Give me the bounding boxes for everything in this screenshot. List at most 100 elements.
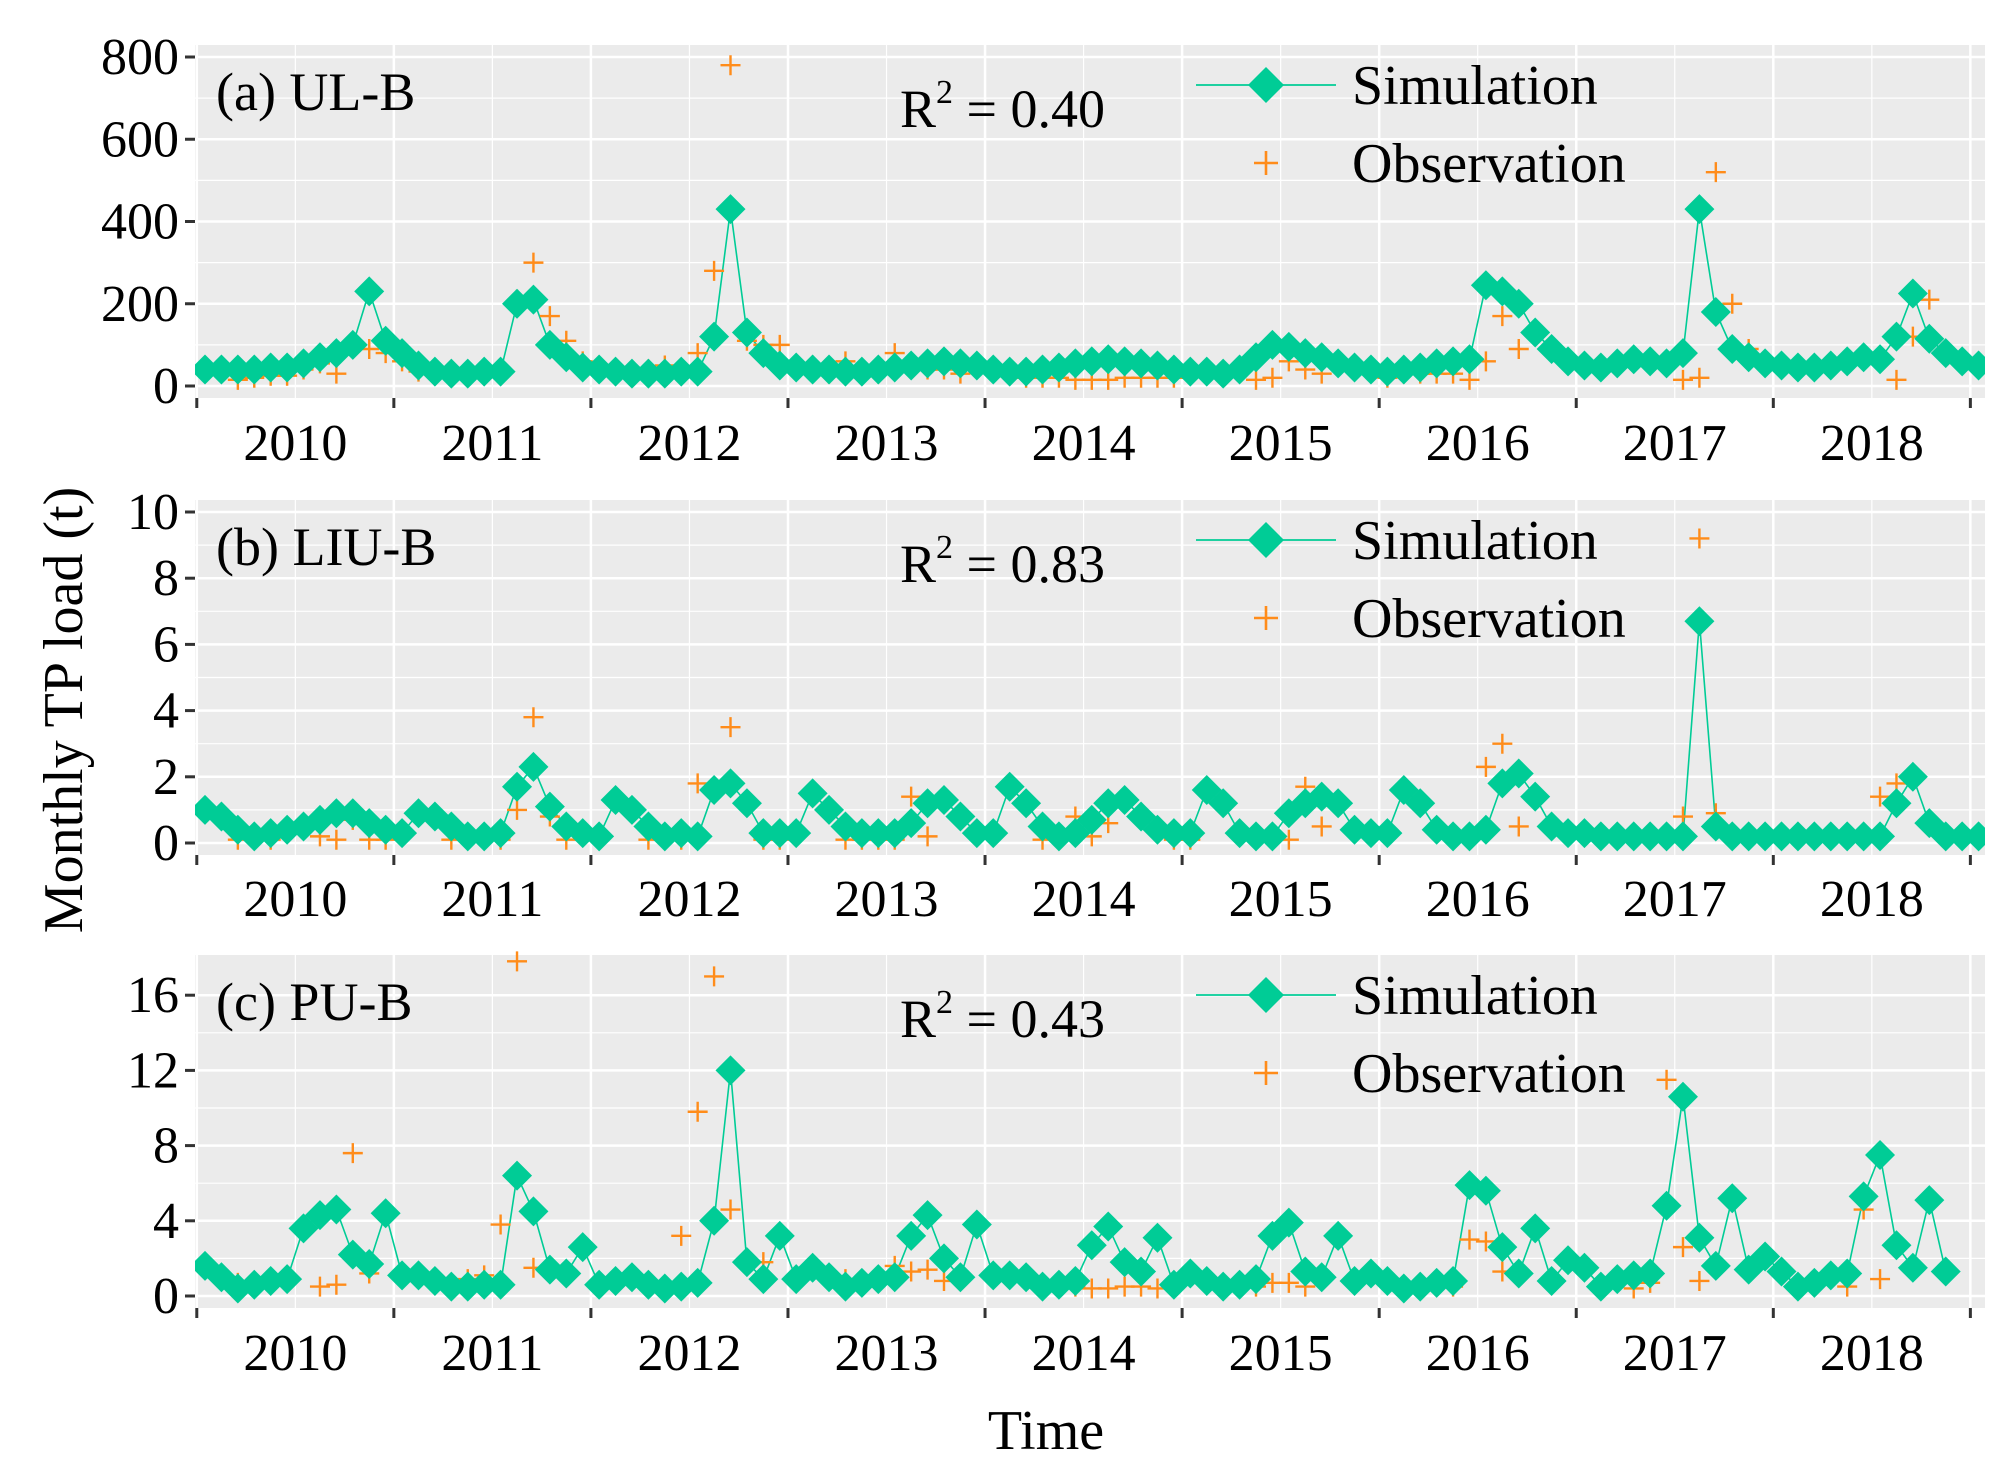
simulation-point [1585, 821, 1616, 852]
simulation-point [1520, 1213, 1551, 1244]
simulation-point [206, 354, 237, 385]
simulation-point [978, 818, 1009, 849]
simulation-point [1897, 761, 1928, 792]
simulation-point [1142, 1222, 1173, 1253]
simulation-point [1667, 821, 1698, 852]
simulation-point [195, 794, 220, 825]
panel-label: (a) UL-B [216, 62, 415, 122]
simulation-point [485, 356, 516, 387]
simulation-point [1487, 1232, 1518, 1263]
simulation-point [1503, 1258, 1534, 1289]
observation-point [1705, 162, 1726, 183]
simulation-point [1766, 1256, 1797, 1287]
legend: Simulation Observation [1196, 510, 1626, 650]
simulation-point [994, 771, 1025, 802]
observation-point [1508, 816, 1529, 837]
observation-point [1689, 528, 1710, 549]
simulation-point [272, 1264, 303, 1295]
r-squared-superscript: 2 [936, 529, 953, 566]
simulation-point [1700, 1250, 1731, 1281]
simulation-point [616, 358, 647, 389]
simulation-point [1257, 821, 1288, 852]
simulation-point [452, 821, 483, 852]
simulation-point [616, 794, 647, 825]
simulation-point [255, 352, 286, 383]
simulation-point [1750, 1241, 1781, 1272]
simulation-point [928, 1243, 959, 1274]
simulation-point [896, 808, 927, 839]
simulation-point [337, 329, 368, 360]
simulation-point [1684, 606, 1715, 637]
observation-point [326, 1274, 347, 1295]
simulation-point [1651, 1190, 1682, 1221]
x-tick-label: 2011 [441, 1325, 543, 1382]
x-axis-title: Time [988, 1400, 1104, 1462]
simulation-point [978, 1260, 1009, 1291]
y-tick-label: 8 [153, 550, 179, 607]
simulation-point [1618, 821, 1649, 852]
simulation-point [846, 818, 877, 849]
observation-point [917, 826, 938, 847]
simulation-point [518, 284, 549, 315]
simulation-point [814, 794, 845, 825]
simulation-point [1700, 296, 1731, 327]
data-layer [195, 528, 1985, 852]
simulation-point [1126, 1256, 1157, 1287]
y-tick-label: 600 [101, 111, 179, 168]
simulation-point [1470, 814, 1501, 845]
x-tick-label: 2013 [835, 1325, 939, 1382]
observation-point [1098, 1278, 1119, 1299]
simulation-point [666, 356, 697, 387]
legend: Simulation Observation [1196, 965, 1626, 1105]
y-tick-label: 800 [101, 29, 179, 86]
observation-point [1459, 1229, 1480, 1250]
simulation-point [1602, 821, 1633, 852]
simulation-point [1208, 788, 1239, 819]
simulation-point [1848, 1181, 1879, 1212]
y-tick-label: 0 [153, 1268, 179, 1325]
simulation-point [928, 784, 959, 815]
simulation-point [1782, 352, 1813, 383]
observation-point [539, 306, 560, 327]
simulation-point [1733, 821, 1764, 852]
r-squared-value: = 0.83 [953, 534, 1105, 594]
observation-point [901, 1261, 922, 1282]
observation-point [1689, 1270, 1710, 1291]
simulation-point [354, 276, 385, 307]
simulation-point [781, 818, 812, 849]
simulation-point [1553, 818, 1584, 849]
y-tick-label: 0 [153, 358, 179, 415]
x-tick-label: 2010 [243, 871, 347, 928]
x-tick-label: 2011 [441, 871, 543, 928]
simulation-point [830, 356, 861, 387]
simulation-point [1865, 344, 1896, 375]
simulation-point [1060, 1265, 1091, 1296]
x-tick-label: 2017 [1623, 871, 1727, 928]
x-tick-label: 2015 [1229, 415, 1333, 472]
simulation-point [748, 1264, 779, 1295]
x-tick-label: 2015 [1229, 871, 1333, 928]
x-tick-label: 2014 [1032, 871, 1136, 928]
simulation-point [797, 354, 828, 385]
observation-point [326, 829, 347, 850]
simulation-point [1930, 1256, 1961, 1287]
x-tick-label: 2011 [441, 415, 543, 472]
simulation-point [1865, 821, 1896, 852]
simulation-point [1635, 821, 1666, 852]
simulation-point [485, 1269, 516, 1300]
x-tick-label: 2012 [637, 1325, 741, 1382]
simulation-point [1175, 356, 1206, 387]
legend: Simulation Observation [1196, 55, 1626, 195]
r-squared-symbol: R [900, 989, 936, 1049]
observation-point [1475, 756, 1496, 777]
legend-observation-marker [1254, 151, 1278, 175]
simulation-point [1651, 821, 1682, 852]
simulation-point [945, 1262, 976, 1293]
simulation-point [764, 818, 795, 849]
y-tick-label: 12 [127, 1042, 179, 1099]
observation-point [1870, 1269, 1891, 1290]
panel-3: 0 4 8 12 16 2010 2011 2012 2013 2014 2015 2016 2017 2… [127, 951, 1985, 1382]
legend-simulation-marker [1248, 522, 1284, 558]
simulation-point [1405, 788, 1436, 819]
